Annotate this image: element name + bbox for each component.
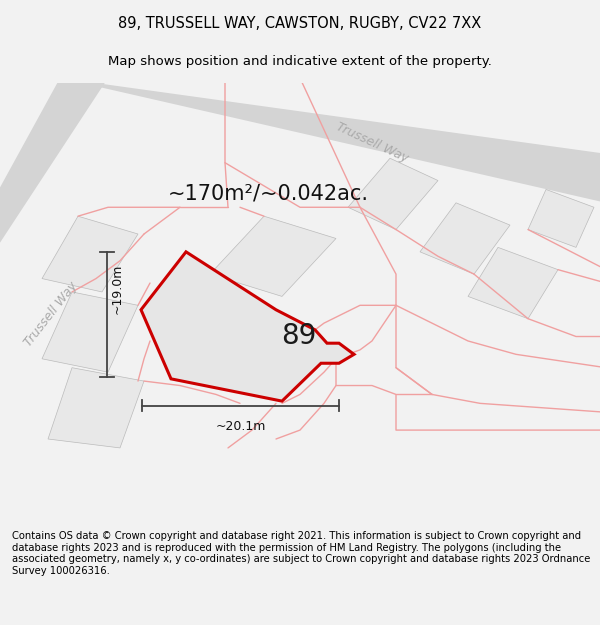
Text: 89: 89 [281, 322, 316, 350]
Polygon shape [528, 189, 594, 248]
Polygon shape [141, 252, 354, 401]
Text: Trussell Way: Trussell Way [334, 120, 410, 165]
Polygon shape [42, 292, 138, 372]
Text: ~19.0m: ~19.0m [111, 264, 124, 314]
Text: Map shows position and indicative extent of the property.: Map shows position and indicative extent… [108, 54, 492, 68]
Polygon shape [42, 216, 138, 292]
Text: Trussell Way: Trussell Way [22, 279, 80, 349]
Polygon shape [468, 248, 558, 319]
Polygon shape [48, 368, 144, 448]
Polygon shape [210, 216, 336, 296]
Polygon shape [60, 78, 600, 203]
Text: ~20.1m: ~20.1m [215, 420, 266, 433]
Polygon shape [420, 203, 510, 274]
Text: Contains OS data © Crown copyright and database right 2021. This information is : Contains OS data © Crown copyright and d… [12, 531, 590, 576]
Polygon shape [348, 158, 438, 229]
Text: 89, TRUSSELL WAY, CAWSTON, RUGBY, CV22 7XX: 89, TRUSSELL WAY, CAWSTON, RUGBY, CV22 7… [118, 16, 482, 31]
Text: ~170m²/~0.042ac.: ~170m²/~0.042ac. [168, 184, 369, 204]
Polygon shape [0, 78, 108, 252]
